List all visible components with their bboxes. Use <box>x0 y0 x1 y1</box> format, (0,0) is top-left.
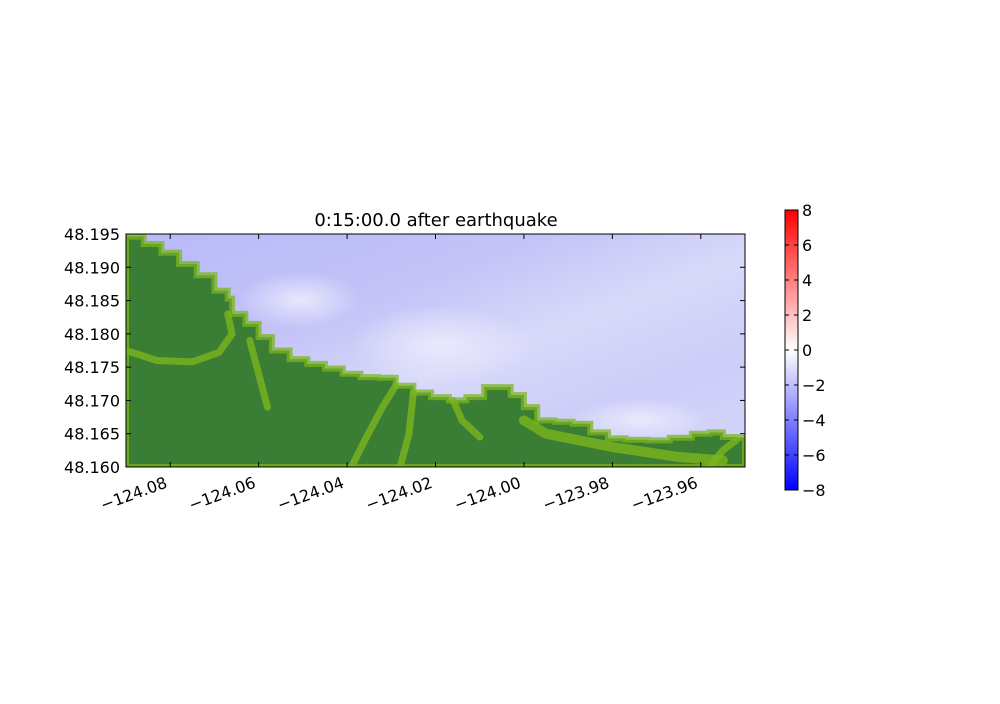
y-tick-label: 48.195 <box>64 225 120 244</box>
x-tick-label: −124.00 <box>452 473 524 515</box>
y-axis: 48.160 48.165 48.170 48.175 48.180 48.185 48.1… <box>64 225 745 477</box>
chart-title: 0:15:00.0 after earthquake <box>314 210 557 231</box>
y-tick-label: 48.175 <box>64 358 120 377</box>
colorbar-tick-label: 4 <box>802 271 812 290</box>
terrain-ridge <box>246 337 271 411</box>
colorbar-tick-label: −8 <box>802 481 826 500</box>
x-tick-label: −124.04 <box>275 473 347 515</box>
land-layer <box>126 234 745 467</box>
colorbar-ticks: 8 6 4 2 0 −2 −4 −6 −8 <box>785 201 826 500</box>
colorbar-tick-label: 2 <box>802 306 812 325</box>
terrain-ridge <box>126 310 236 366</box>
terrain-ridge <box>396 388 417 467</box>
water-light-patch <box>240 272 360 328</box>
y-tick-label: 48.170 <box>64 391 120 410</box>
terrain-ridge <box>706 436 740 467</box>
colorbar-tick-label: 6 <box>802 236 812 255</box>
x-tick-label: −123.98 <box>540 473 612 515</box>
y-tick-label: 48.160 <box>64 458 120 477</box>
y-tick-label: 48.185 <box>64 292 120 311</box>
colorbar-tick-label: −2 <box>802 376 826 395</box>
colorbar-tick-label: 0 <box>802 341 812 360</box>
y-tick-label: 48.165 <box>64 425 120 444</box>
x-tick-label: −124.06 <box>186 473 258 515</box>
colorbar-tick-label: −6 <box>802 446 826 465</box>
colorbar-tick-label: 8 <box>802 201 812 220</box>
x-tick-label: −124.08 <box>98 473 170 515</box>
shoreline-fringe <box>126 234 745 467</box>
terrain-ridge <box>518 415 728 466</box>
terrain-ridge <box>449 396 484 441</box>
x-tick-label: −123.96 <box>628 473 700 515</box>
land-mass <box>126 236 745 467</box>
colorbar-tick-label: −4 <box>802 411 826 430</box>
water-light-patch <box>350 305 530 385</box>
y-tick-label: 48.190 <box>64 258 120 277</box>
terrain-ridge <box>347 382 400 467</box>
x-tick-label: −124.02 <box>363 473 435 515</box>
plot-area <box>126 234 745 467</box>
y-tick-label: 48.180 <box>64 325 120 344</box>
colorbar: 8 6 4 2 0 −2 −4 −6 −8 <box>784 201 826 500</box>
